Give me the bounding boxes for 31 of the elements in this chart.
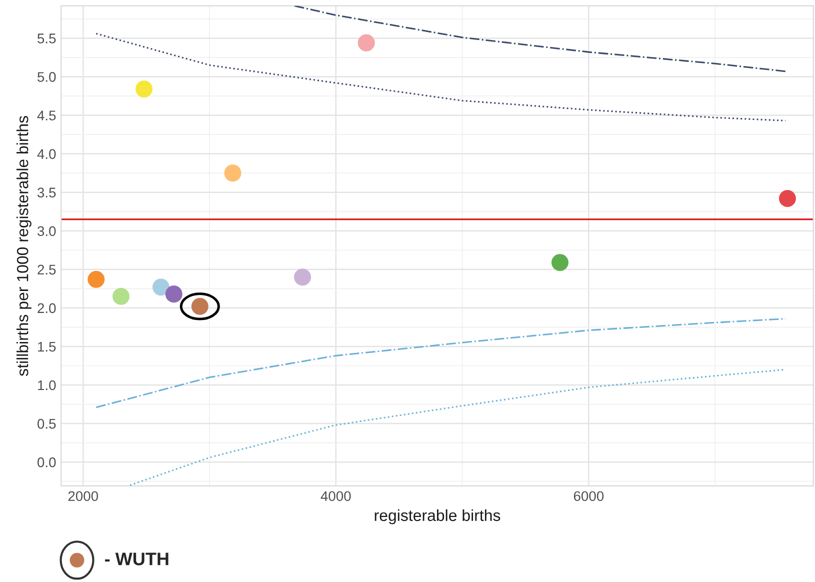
- y-tick-label: 3.5: [37, 188, 56, 198]
- point: [152, 278, 170, 296]
- y-axis-title: stillbirths per 1000 registerable births: [16, 116, 32, 376]
- point: [551, 254, 568, 271]
- y-tick-label: 1.0: [38, 380, 56, 390]
- point: [778, 190, 796, 207]
- x-tick-label: 6000: [574, 491, 604, 502]
- x-axis-title: registerable births: [374, 509, 500, 524]
- y-tick-label: 1.5: [38, 342, 56, 352]
- text: - WUTH: [105, 552, 168, 566]
- point: [294, 268, 312, 286]
- point: [224, 164, 242, 182]
- y-tick-label: 4.5: [37, 110, 56, 120]
- x-tick-label: 2000: [68, 491, 98, 502]
- line-series: [95, 32, 786, 122]
- y-tick-label: 4.0: [37, 149, 56, 159]
- y-tick-label: 2.5: [38, 264, 56, 275]
- y-tick-label: 5.5: [38, 34, 56, 44]
- y-tick-label: 5.0: [38, 72, 56, 82]
- point: [112, 288, 130, 305]
- point: [358, 34, 375, 52]
- point: [165, 286, 182, 303]
- x-tick-label: 4000: [320, 491, 351, 502]
- point: [88, 270, 105, 288]
- y-tick-label: 2.0: [38, 303, 56, 314]
- y-tick-label: 0.5: [38, 418, 56, 429]
- point: [136, 80, 153, 98]
- y-tick-label: 0.0: [38, 457, 56, 468]
- y-tick-label: 3.0: [37, 226, 56, 236]
- line-series: [294, 6, 786, 72]
- line-series: [95, 318, 786, 408]
